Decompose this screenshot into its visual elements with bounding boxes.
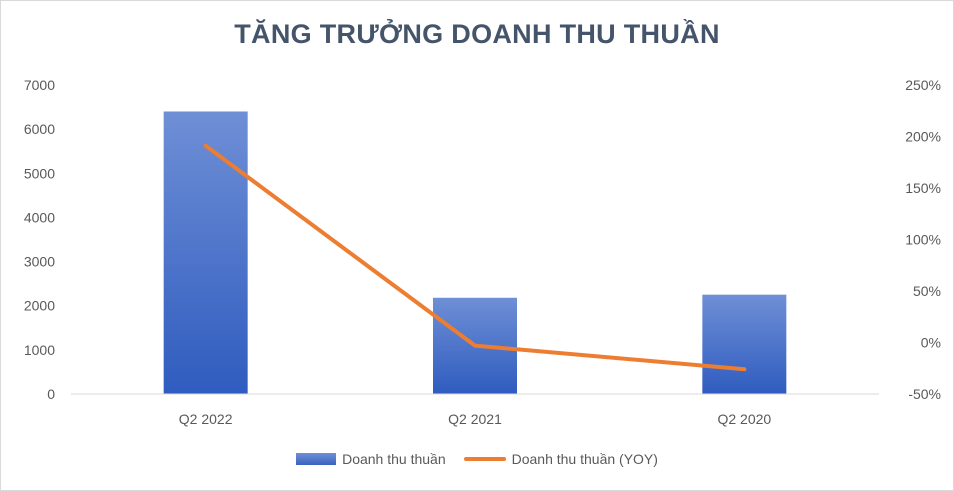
y-right-tick-label: 100% [905,232,941,248]
x-tick-label: Q2 2021 [448,411,502,427]
y-left-tick-label: 4000 [24,209,55,225]
legend-label-yoy: Doanh thu thuần (YOY) [511,451,658,467]
y-right-tick-label: 250% [905,77,941,93]
chart-title: TĂNG TRƯỞNG DOANH THU THUẦN [234,19,720,49]
y-left-tick-label: 5000 [24,165,55,181]
y-left-tick-label: 2000 [24,298,55,314]
legend-item-yoy: Doanh thu thuần (YOY) [463,451,658,467]
y-right-tick-label: 200% [905,129,941,145]
legend-item-revenue: Doanh thu thuần [296,451,446,467]
chart-legend: Doanh thu thuần Doanh thu thuần (YOY) [1,451,953,467]
y-left-tick-label: 1000 [24,342,55,358]
y-left-tick-label: 6000 [24,121,55,137]
y-left-tick-label: 0 [47,386,55,402]
x-tick-label: Q2 2020 [717,411,771,427]
y-right-tick-label: 150% [905,180,941,196]
bar [163,111,248,394]
y-right-tick-label: 50% [913,283,941,299]
legend-swatch-line [463,457,506,461]
y-right-tick-label: 0% [921,335,941,351]
y-right-tick-label: -50% [908,386,941,402]
x-tick-label: Q2 2022 [179,411,233,427]
bar [702,294,787,394]
legend-label-revenue: Doanh thu thuần [342,451,446,467]
y-left-tick-label: 3000 [24,254,55,270]
y-left-tick-label: 7000 [24,77,55,93]
legend-swatch-bar [296,453,337,465]
